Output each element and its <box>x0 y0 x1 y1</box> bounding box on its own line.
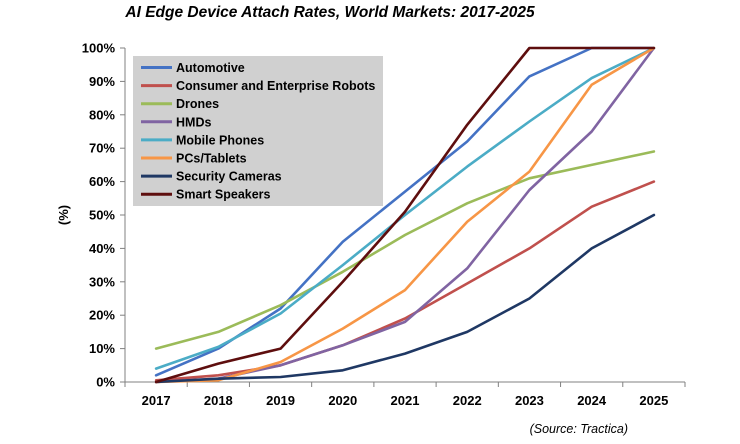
legend-label: HMDs <box>176 115 211 129</box>
series-line-consumer-and-enterprise-robots <box>154 180 656 382</box>
y-tick-label: 20% <box>89 308 115 323</box>
x-tick-label: 2019 <box>266 393 295 408</box>
y-tick-label: 60% <box>89 174 115 189</box>
series-line-pcs-tablets <box>154 46 656 384</box>
legend-label: Security Cameras <box>176 170 282 184</box>
series-line-security-cameras <box>154 213 656 384</box>
y-tick-label: 10% <box>89 341 115 356</box>
legend-label: PCs/Tablets <box>176 152 247 166</box>
series-line-mobile-phones <box>154 46 656 370</box>
y-tick-label: 0% <box>96 375 115 390</box>
x-tick-label: 2023 <box>515 393 544 408</box>
series-line-drones <box>154 150 656 350</box>
x-tick-label: 2022 <box>453 393 482 408</box>
y-tick-label: 80% <box>89 107 115 122</box>
legend-box <box>133 56 383 206</box>
chart-title: AI Edge Device Attach Rates, World Marke… <box>125 4 535 21</box>
legend-label: Consumer and Enterprise Robots <box>176 79 375 93</box>
y-tick-label: 70% <box>89 141 115 156</box>
y-tick-label: 50% <box>89 208 115 223</box>
y-tick-label: 30% <box>89 274 115 289</box>
y-axis-label: (%) <box>56 205 71 225</box>
chart-source: (Source: Tractica) <box>529 422 628 436</box>
x-tick-label: 2017 <box>142 393 171 408</box>
x-tick-label: 2025 <box>639 393 668 408</box>
x-tick-label: 2021 <box>391 393 420 408</box>
x-tick-label: 2018 <box>204 393 233 408</box>
legend-label: Drones <box>176 97 219 111</box>
y-tick-label: 40% <box>89 241 115 256</box>
legend-label: Mobile Phones <box>176 133 264 147</box>
legend-label: Smart Speakers <box>176 188 271 202</box>
y-tick-label: 90% <box>89 74 115 89</box>
y-tick-label: 100% <box>82 41 116 56</box>
legend: Automotive Consumer and Enterprise Robots… <box>133 56 383 206</box>
x-tick-label: 2024 <box>577 393 607 408</box>
y-axis: 0% 10% 20% 30% 40% 50% 60% 70% 80% 90% 100% <box>82 41 126 390</box>
series-lines <box>154 46 656 384</box>
series-line-smart-speakers <box>154 46 656 384</box>
x-tick-label: 2020 <box>328 393 357 408</box>
x-axis: 2017 2018 2019 2020 2021 2022 2023 2024 2025 <box>124 381 686 408</box>
legend-label: Automotive <box>176 61 245 75</box>
